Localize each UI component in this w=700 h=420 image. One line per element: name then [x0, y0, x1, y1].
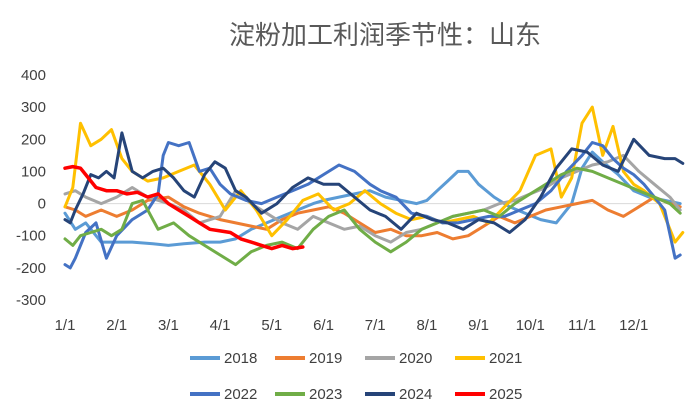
- y-tick-label: 400: [21, 67, 46, 84]
- legend-label: 2022: [224, 386, 257, 403]
- x-tick-label: 8/1: [416, 317, 437, 334]
- plot-area: [63, 105, 685, 270]
- legend-item-2025: 2025: [455, 386, 522, 403]
- legend-label: 2024: [399, 386, 432, 403]
- series-line-2025: [63, 164, 305, 251]
- legend-item-2021: 2021: [455, 350, 522, 367]
- x-axis: 1/1 2/1 3/1 4/1 5/1 6/1 7/1 8/1 9/1 10/1 11/1 12/1: [55, 317, 649, 334]
- y-tick-label: 0: [38, 196, 46, 213]
- y-tick-label: -200: [16, 260, 46, 277]
- legend-label: 2019: [309, 350, 342, 367]
- legend: 2018 2019 2020 2021 2022 2023 2024 2025: [190, 350, 522, 403]
- y-axis: 400 300 200 100 0 -100 -200 -300: [16, 67, 680, 309]
- legend-item-2018: 2018: [190, 350, 257, 367]
- x-tick-label: 7/1: [365, 317, 386, 334]
- y-tick-label: -300: [16, 292, 46, 309]
- y-tick-label: 200: [21, 131, 46, 148]
- x-tick-label: 12/1: [619, 317, 648, 334]
- x-tick-label: 1/1: [55, 317, 76, 334]
- legend-label: 2025: [489, 386, 522, 403]
- legend-label: 2018: [224, 350, 257, 367]
- legend-item-2020: 2020: [365, 350, 432, 367]
- x-tick-label: 4/1: [210, 317, 231, 334]
- x-tick-label: 5/1: [261, 317, 282, 334]
- legend-item-2022: 2022: [190, 386, 257, 403]
- x-tick-label: 6/1: [313, 317, 334, 334]
- series-line-2023: [63, 166, 682, 267]
- chart-title: 淀粉加工利润季节性：山东: [229, 21, 541, 51]
- legend-label: 2023: [309, 386, 342, 403]
- legend-item-2019: 2019: [275, 350, 342, 367]
- x-tick-label: 10/1: [516, 317, 545, 334]
- series-line-2021: [63, 105, 685, 244]
- x-tick-label: 2/1: [106, 317, 127, 334]
- legend-item-2023: 2023: [275, 386, 342, 403]
- legend-item-2024: 2024: [365, 386, 432, 403]
- series-line-2022: [63, 141, 682, 270]
- legend-label: 2020: [399, 350, 432, 367]
- x-tick-label: 9/1: [468, 317, 489, 334]
- x-tick-label: 11/1: [568, 317, 596, 334]
- y-tick-label: -100: [16, 228, 46, 245]
- y-tick-label: 100: [21, 163, 46, 180]
- y-tick-label: 300: [21, 99, 46, 116]
- series-line-2018: [63, 150, 682, 247]
- series-line-2024: [63, 131, 685, 234]
- x-tick-label: 3/1: [158, 317, 179, 334]
- legend-label: 2021: [489, 350, 522, 367]
